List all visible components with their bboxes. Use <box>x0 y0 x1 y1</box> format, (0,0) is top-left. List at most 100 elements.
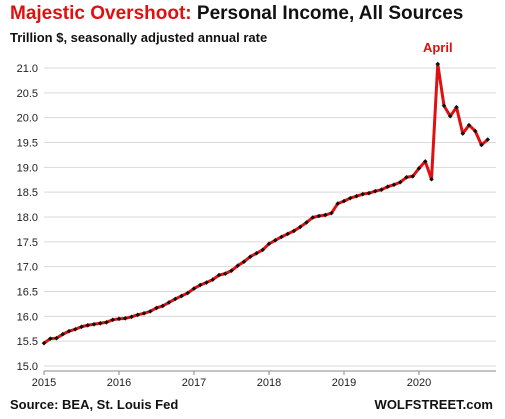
y-tick-label: 17.5 <box>17 237 38 249</box>
data-point <box>154 305 159 311</box>
x-tick-label: 2017 <box>182 377 206 389</box>
data-point <box>379 187 384 192</box>
data-point <box>41 340 47 346</box>
chart-title-highlight: Majestic Overshoot: <box>10 3 192 24</box>
data-point <box>229 268 234 273</box>
data-point <box>410 173 416 179</box>
data-point <box>366 190 372 196</box>
y-tick-label: 17.0 <box>17 262 38 274</box>
data-point <box>135 312 141 318</box>
x-tick-label: 2018 <box>257 377 281 389</box>
chart-title-main: Personal Income, All Sources <box>196 3 464 24</box>
series-income <box>41 61 491 346</box>
data-point <box>197 282 203 288</box>
chart-subtitle: Trillion $, seasonally adjusted annual r… <box>10 30 268 45</box>
source-note: Source: BEA, St. Louis Fed <box>10 397 179 412</box>
data-point <box>266 241 272 247</box>
data-point <box>79 324 84 330</box>
data-point <box>60 331 66 337</box>
data-point <box>72 326 78 332</box>
data-point <box>429 176 434 182</box>
data-point <box>222 271 228 276</box>
y-tick-label: 18.5 <box>17 187 38 199</box>
x-tick-label: 2019 <box>332 377 356 389</box>
data-point <box>85 322 91 328</box>
y-tick-label: 16.5 <box>17 287 38 299</box>
x-axis-ticks: 2015 2016 2017 2018 2019 2020 <box>32 371 431 389</box>
data-point <box>404 174 409 180</box>
data-point <box>322 212 328 218</box>
data-point <box>66 328 72 334</box>
data-point <box>291 228 297 234</box>
data-point <box>422 159 428 164</box>
data-point <box>316 213 322 219</box>
chart-title: Majestic Overshoot: Personal Income, All… <box>10 3 463 25</box>
data-point <box>279 234 284 240</box>
data-point <box>147 309 153 314</box>
y-axis-ticks: 15.0 15.5 16.0 16.5 17.0 17.5 18.0 18.5 19.0 19.5… <box>17 63 38 373</box>
x-tick-label: 2015 <box>32 377 56 389</box>
annotations: April <box>423 40 453 55</box>
data-point <box>485 137 491 142</box>
data-point <box>116 316 122 322</box>
series-line <box>43 62 489 345</box>
data-point <box>435 61 441 67</box>
data-point <box>166 300 172 305</box>
data-point <box>391 182 397 188</box>
data-point <box>254 250 259 256</box>
data-point <box>397 179 403 185</box>
data-point <box>129 314 134 320</box>
data-point <box>272 238 278 243</box>
x-tick-label: 2016 <box>107 377 131 389</box>
data-point <box>347 195 353 201</box>
data-point <box>454 104 459 110</box>
y-tick-label: 21.0 <box>17 63 38 75</box>
data-point <box>247 254 253 260</box>
data-point <box>241 259 247 264</box>
x-tick-label: 2020 <box>407 377 431 389</box>
annotation-label: April <box>423 40 453 55</box>
y-tick-label: 15.5 <box>17 336 38 348</box>
data-point <box>335 201 341 206</box>
data-point <box>297 224 303 230</box>
y-tick-label: 15.0 <box>17 361 38 373</box>
data-point <box>47 336 53 341</box>
data-point <box>416 166 422 171</box>
data-point <box>385 184 391 190</box>
data-point <box>54 335 59 341</box>
data-point <box>104 319 109 325</box>
data-point <box>210 277 216 282</box>
brand-watermark: WOLFSTREET.com <box>374 397 493 412</box>
data-point <box>341 198 347 204</box>
data-point <box>185 290 191 296</box>
data-point <box>179 293 184 299</box>
data-point <box>191 286 197 291</box>
data-point <box>354 193 359 199</box>
data-point <box>97 320 103 326</box>
data-point <box>216 272 222 278</box>
data-point <box>310 215 316 220</box>
data-point <box>110 317 116 323</box>
y-tick-label: 20.5 <box>17 88 38 100</box>
data-point <box>460 131 466 136</box>
y-tick-label: 16.0 <box>17 311 38 323</box>
y-tick-label: 20.0 <box>17 113 38 125</box>
data-point <box>479 142 484 148</box>
data-point <box>472 128 478 134</box>
data-point <box>372 188 378 194</box>
data-point <box>441 103 447 109</box>
data-point <box>235 263 241 268</box>
data-point <box>360 191 366 197</box>
y-tick-label: 18.0 <box>17 212 38 224</box>
data-point <box>160 303 166 309</box>
data-point <box>285 231 291 237</box>
data-point <box>122 316 128 321</box>
data-point <box>260 247 266 253</box>
data-point <box>466 122 472 128</box>
data-point <box>141 311 147 316</box>
data-point <box>172 296 178 302</box>
y-tick-label: 19.5 <box>17 138 38 150</box>
data-point <box>304 220 309 225</box>
data-point <box>91 321 97 327</box>
data-point <box>447 113 453 119</box>
